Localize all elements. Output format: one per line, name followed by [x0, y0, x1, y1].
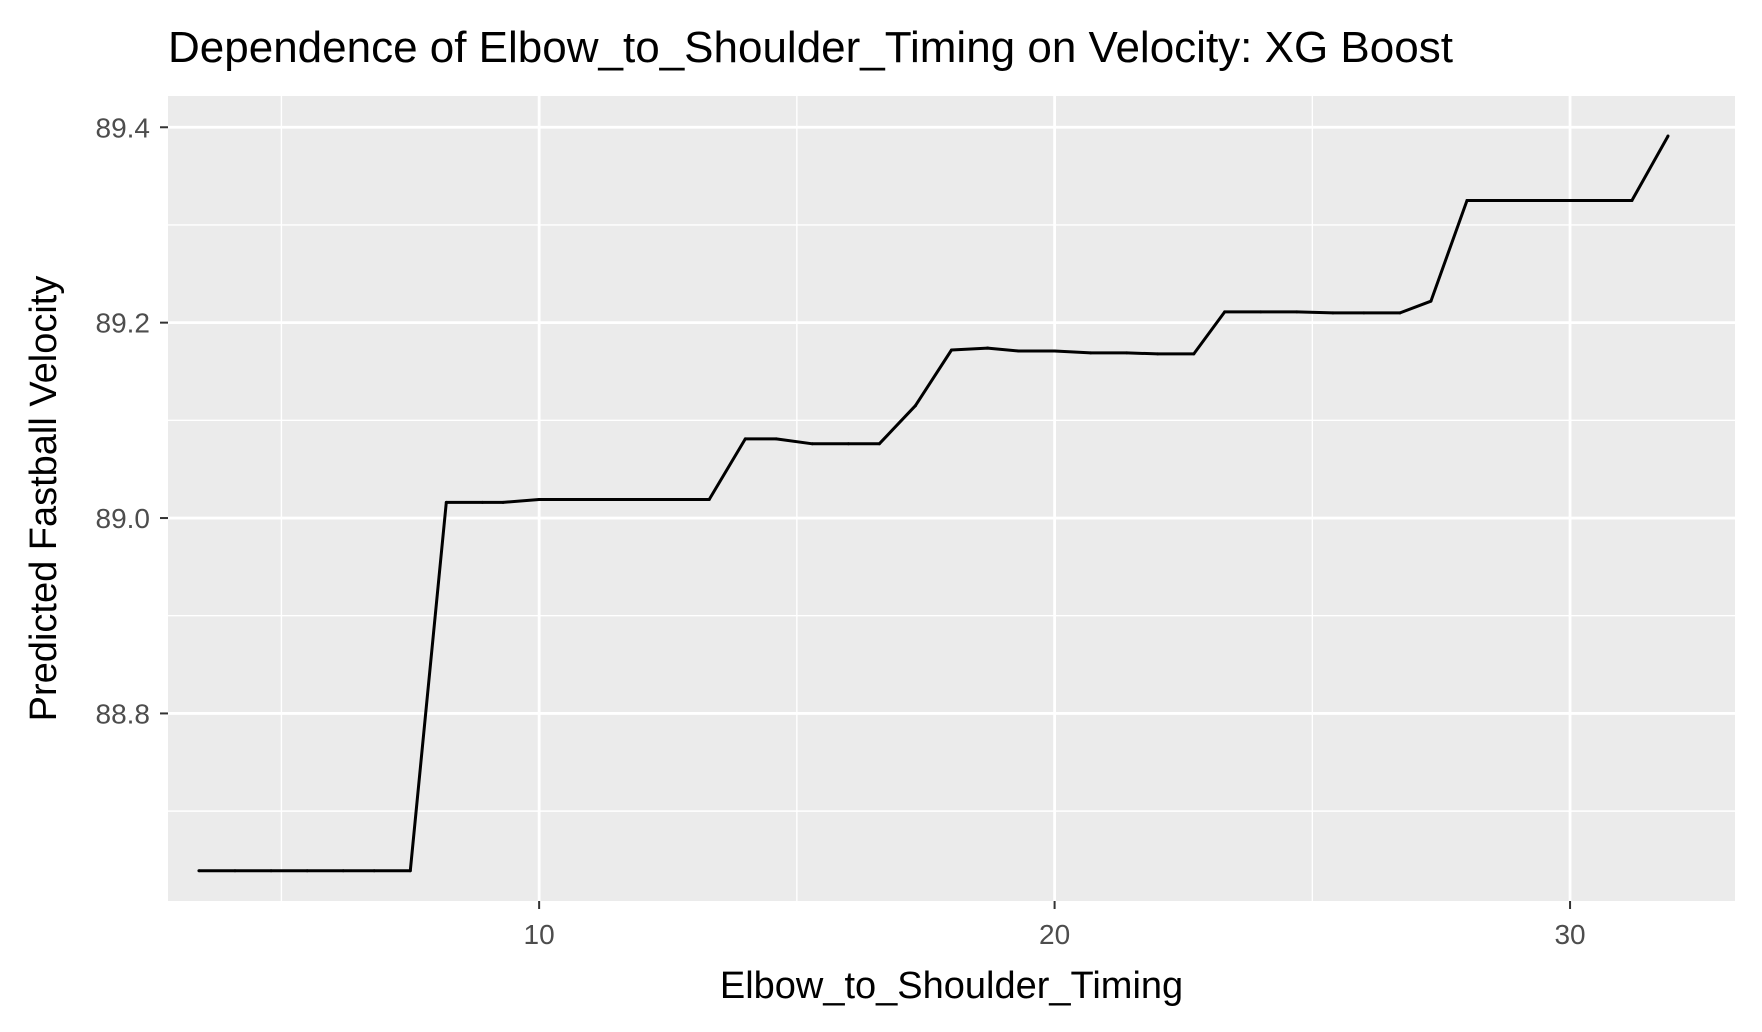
line-vertex [1223, 310, 1227, 314]
line-vertex [640, 497, 644, 501]
line-vertex [774, 437, 778, 441]
line-vertex [1331, 311, 1335, 315]
y-tick-label: 88.8 [96, 698, 151, 729]
axis-ticks [160, 126, 1572, 909]
line-vertex [1053, 349, 1057, 353]
line-vertex [341, 869, 345, 873]
line-vertex [1295, 310, 1299, 314]
line-vertex [1017, 349, 1021, 353]
y-tick-label: 89.0 [96, 503, 151, 534]
line-vertex [1259, 310, 1263, 314]
line-vertex [877, 442, 881, 446]
line-vertex [1192, 352, 1196, 356]
line-vertex [197, 869, 201, 873]
line-vertex [233, 869, 237, 873]
line-vertex [444, 500, 448, 504]
y-tick-label: 89.4 [96, 112, 151, 143]
line-vertex [1537, 199, 1541, 203]
chart-title: Dependence of Elbow_to_Shoulder_Timing o… [168, 23, 1453, 72]
line-vertex [604, 497, 608, 501]
minor-gridlines [168, 96, 1735, 901]
line-vertex [1125, 351, 1129, 355]
line-vertex [269, 869, 273, 873]
line-vertex [1465, 199, 1469, 203]
line-vertex [1398, 311, 1402, 315]
line-vertex [1156, 352, 1160, 356]
line-vertex [1429, 299, 1433, 303]
line-vertex [810, 442, 814, 446]
line-vertex [568, 497, 572, 501]
velocity-line-vertices [197, 134, 1670, 873]
x-axis-title: Elbow_to_Shoulder_Timing [720, 965, 1183, 1007]
line-vertex [1089, 351, 1093, 355]
line-vertex [950, 348, 953, 352]
line-vertex [537, 497, 541, 501]
line-vertex [1666, 134, 1670, 138]
x-tick-label: 30 [1554, 919, 1585, 950]
line-vertex [305, 869, 309, 873]
x-tick-label: 10 [524, 919, 555, 950]
y-tick-label: 89.2 [96, 308, 151, 339]
line-vertex [372, 869, 376, 873]
line-vertex [1573, 199, 1577, 203]
line-vertex [707, 497, 711, 501]
line-vertex [913, 404, 917, 408]
axis-tick-labels: 10 20 30 88.8 89.0 89.2 89.4 [96, 112, 1586, 950]
line-vertex [1630, 199, 1634, 203]
line-vertex [408, 869, 412, 873]
major-gridlines [168, 96, 1735, 901]
line-vertex [480, 500, 484, 504]
y-axis-title: Predicted Fastball Velocity [23, 276, 65, 722]
line-vertex [501, 500, 505, 504]
line-vertex [1604, 199, 1608, 203]
line-vertex [986, 346, 990, 350]
line-vertex [846, 442, 850, 446]
line-vertex [1501, 199, 1505, 203]
x-tick-label: 20 [1039, 919, 1070, 950]
line-vertex [671, 497, 675, 501]
velocity-line [198, 135, 1670, 873]
line-vertex [743, 437, 747, 441]
plot-panel [168, 96, 1735, 901]
line-vertex [1362, 311, 1366, 315]
